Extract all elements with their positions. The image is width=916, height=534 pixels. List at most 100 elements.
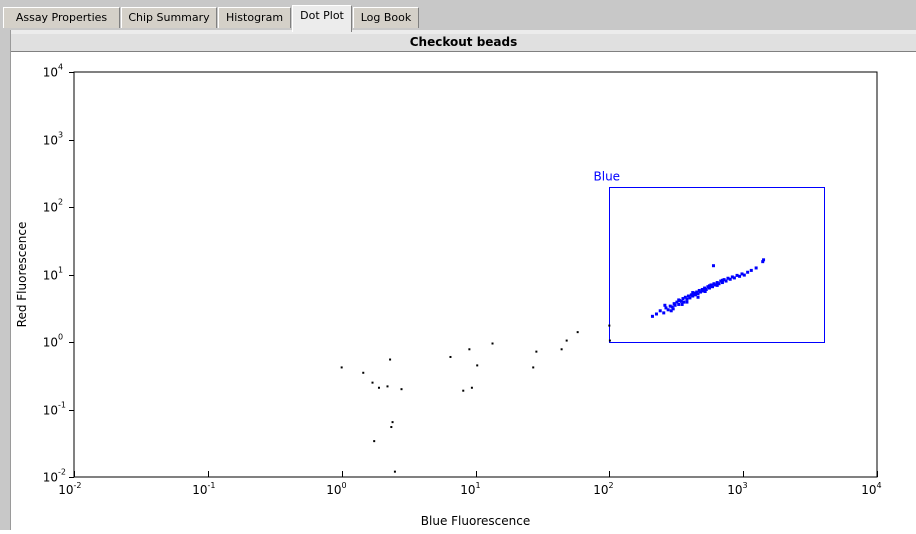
gated-scatter-point	[663, 303, 667, 307]
gated-scatter-point	[696, 292, 700, 296]
scatter-point	[373, 440, 376, 443]
y-tick-label: 10	[43, 336, 58, 350]
gated-scatter-point	[707, 286, 711, 290]
scatter-point	[449, 355, 452, 358]
gated-scatter-point	[696, 295, 700, 299]
gated-scatter-point	[722, 278, 726, 282]
gated-scatter-point	[695, 290, 699, 294]
gated-scatter-point	[666, 308, 670, 312]
gated-scatter-point	[728, 277, 732, 281]
tab-log-book[interactable]: Log Book	[353, 7, 419, 28]
gated-scatter-point	[685, 297, 689, 301]
y-tick-exponent: 4	[58, 63, 63, 72]
plot-frame	[73, 71, 878, 478]
y-tick-label: 10	[43, 66, 58, 80]
scatter-point	[386, 385, 389, 388]
tab-histogram[interactable]: Histogram	[218, 7, 291, 28]
x-tick-label: 10	[593, 483, 608, 497]
gate-label: Blue	[594, 170, 621, 184]
gated-scatter-point	[720, 281, 724, 285]
gated-scatter-point	[735, 273, 739, 277]
gate-rectangle	[609, 187, 825, 343]
gated-scatter-point	[709, 283, 713, 287]
scatter-point	[400, 388, 403, 391]
x-tick-label: 10	[58, 483, 73, 497]
scatter-point	[390, 426, 393, 429]
gated-scatter-point	[703, 286, 707, 290]
gated-scatter-point	[746, 270, 750, 274]
gated-scatter-point	[680, 302, 684, 306]
y-tick-exponent: -2	[58, 468, 66, 477]
y-tick-exponent: 3	[58, 131, 63, 140]
gated-scatter-point	[717, 282, 721, 286]
gated-scatter-point	[710, 285, 714, 289]
x-tick-label: 10	[326, 483, 341, 497]
gated-scatter-point	[650, 314, 654, 318]
scatter-point	[491, 342, 494, 345]
scatter-point	[470, 386, 473, 389]
x-tick-label: 10	[727, 483, 742, 497]
x-tick-exponent: 3	[743, 481, 748, 490]
x-tick-label: 10	[861, 483, 876, 497]
tab-chip-summary[interactable]: Chip Summary	[121, 7, 217, 28]
gated-scatter-point	[675, 300, 679, 304]
x-tick-exponent: 4	[877, 481, 882, 490]
x-axis-label: Blue Fluorescence	[421, 514, 530, 528]
plot-panel: 10 -2 10 -1 10 0 10 1 10 2 10 3 10 4 10 -2 10 -1 10 0 10 1 10 2…	[11, 52, 916, 530]
y-tick-label: 10	[43, 134, 58, 148]
gated-scatter-point	[697, 288, 701, 292]
x-tick-label: 10	[192, 483, 207, 497]
gated-scatter-point	[761, 260, 765, 264]
gated-scatter-point	[664, 306, 668, 310]
gated-scatter-point	[691, 291, 695, 295]
tab-assay-properties[interactable]: Assay Properties	[3, 7, 120, 28]
scatter-point	[468, 348, 471, 351]
gated-scatter-point	[706, 285, 710, 289]
gated-scatter-point	[742, 273, 746, 277]
gated-scatter-point	[738, 274, 742, 278]
scatter-point	[576, 331, 579, 334]
gated-scatter-point	[762, 258, 766, 262]
y-tick-exponent: -1	[58, 401, 66, 410]
gated-scatter-point	[683, 295, 687, 299]
scatter-point	[608, 324, 611, 327]
x-tick-exponent: -2	[74, 481, 82, 490]
x-tick-exponent: 1	[476, 481, 481, 490]
scatter-point	[340, 366, 343, 369]
gated-scatter-point	[700, 287, 704, 291]
gated-scatter-point	[693, 293, 697, 297]
scatter-point	[377, 386, 380, 389]
scatter-point	[608, 339, 611, 342]
dot-plot-chart: 10 -2 10 -1 10 0 10 1 10 2 10 3 10 410 -210 -110 010 110 2…	[15, 63, 882, 529]
gated-scatter-point	[658, 309, 662, 313]
scatter-point	[462, 389, 465, 392]
gated-scatter-point	[670, 305, 674, 309]
chart-title: Checkout beads	[11, 34, 916, 52]
gated-scatter-point	[677, 302, 681, 306]
gated-scatter-point	[701, 289, 705, 293]
scatter-point	[389, 358, 392, 361]
scatter-point	[391, 421, 394, 424]
gated-scatter-point	[730, 275, 734, 279]
y-tick-label: 10	[43, 269, 58, 283]
scatter-point	[393, 470, 396, 473]
gated-scatter-point	[749, 268, 753, 272]
y-tick-exponent: 2	[58, 198, 63, 207]
gated-scatter-point	[726, 276, 730, 280]
gated-scatter-point	[671, 307, 675, 311]
y-tick-label: 10	[43, 471, 58, 485]
gated-scatter-point	[681, 297, 685, 301]
gated-scatter-point	[740, 272, 744, 276]
x-tick-exponent: 0	[342, 481, 347, 490]
gated-scatter-point	[732, 276, 736, 280]
gated-scatter-point	[711, 264, 715, 268]
gated-scatter-point	[673, 303, 677, 307]
gated-scatter-point	[668, 304, 672, 308]
gated-scatter-point	[719, 279, 723, 283]
gated-scatter-point	[688, 296, 692, 300]
gated-scatter-point	[704, 287, 708, 291]
gated-scatter-point	[715, 283, 719, 287]
tab-dot-plot[interactable]: Dot Plot	[292, 5, 352, 32]
gated-scatter-point	[707, 284, 711, 288]
